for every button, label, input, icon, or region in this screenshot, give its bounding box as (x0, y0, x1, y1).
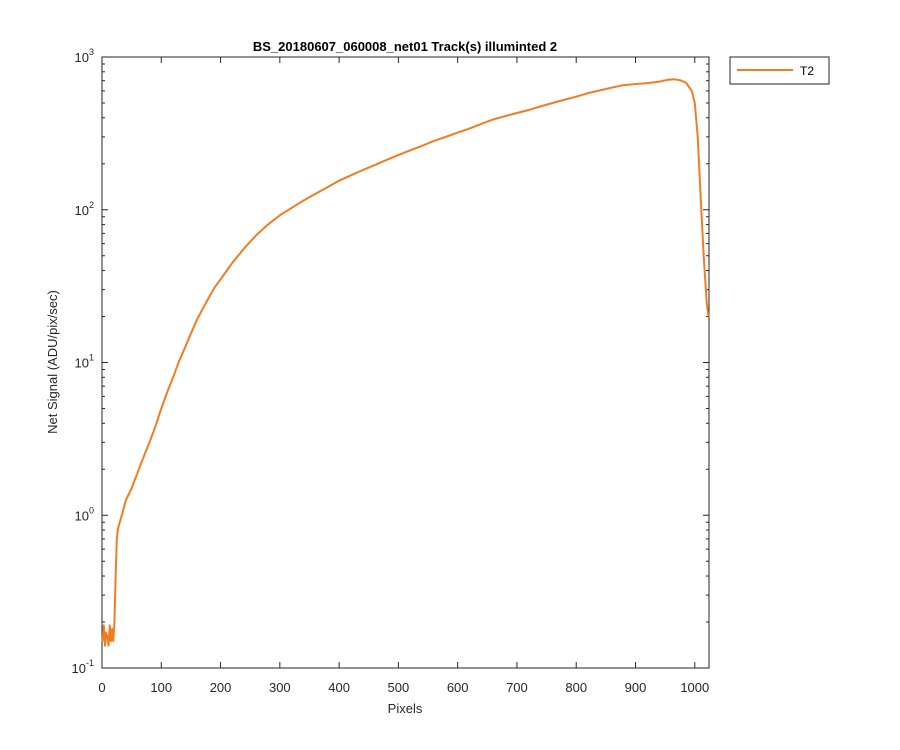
series-line-t2 (101, 78, 710, 647)
y-tick-label: 103 (75, 47, 94, 65)
x-tick-label: 0 (98, 680, 105, 695)
x-tick-label: 1000 (680, 680, 709, 695)
x-tick-label: 100 (150, 680, 172, 695)
x-tick-label: 800 (565, 680, 587, 695)
y-axis-title: Net Signal (ADU/pix/sec) (45, 290, 60, 434)
x-tick-labels: 0 100 200 300 400 500 600 700 800 900 1000 (98, 680, 709, 695)
ticks-layer (101, 56, 709, 669)
axes-box (101, 56, 710, 669)
x-tick-label: 900 (625, 680, 647, 695)
series-layer (101, 78, 710, 647)
y-tick-label: 102 (75, 200, 94, 218)
x-tick-label: 300 (269, 680, 291, 695)
y-tick-label: 10-1 (72, 658, 94, 676)
y-tick-labels: 10-1 100 101 102 103 (72, 47, 94, 676)
y-tick-label: 101 (75, 353, 94, 371)
chart-title: BS_20180607_060008_net01 Track(s) illumi… (253, 39, 557, 54)
x-tick-label: 400 (328, 680, 350, 695)
legend[interactable]: T2 (729, 56, 830, 85)
plot-area (101, 56, 710, 669)
x-tick-label: 700 (506, 680, 528, 695)
x-tick-label: 200 (210, 680, 232, 695)
x-tick-label: 500 (388, 680, 410, 695)
legend-label-t2: T2 (800, 64, 814, 78)
y-tick-label: 100 (75, 505, 94, 523)
x-tick-label: 600 (447, 680, 469, 695)
x-axis-title: Pixels (388, 701, 423, 716)
